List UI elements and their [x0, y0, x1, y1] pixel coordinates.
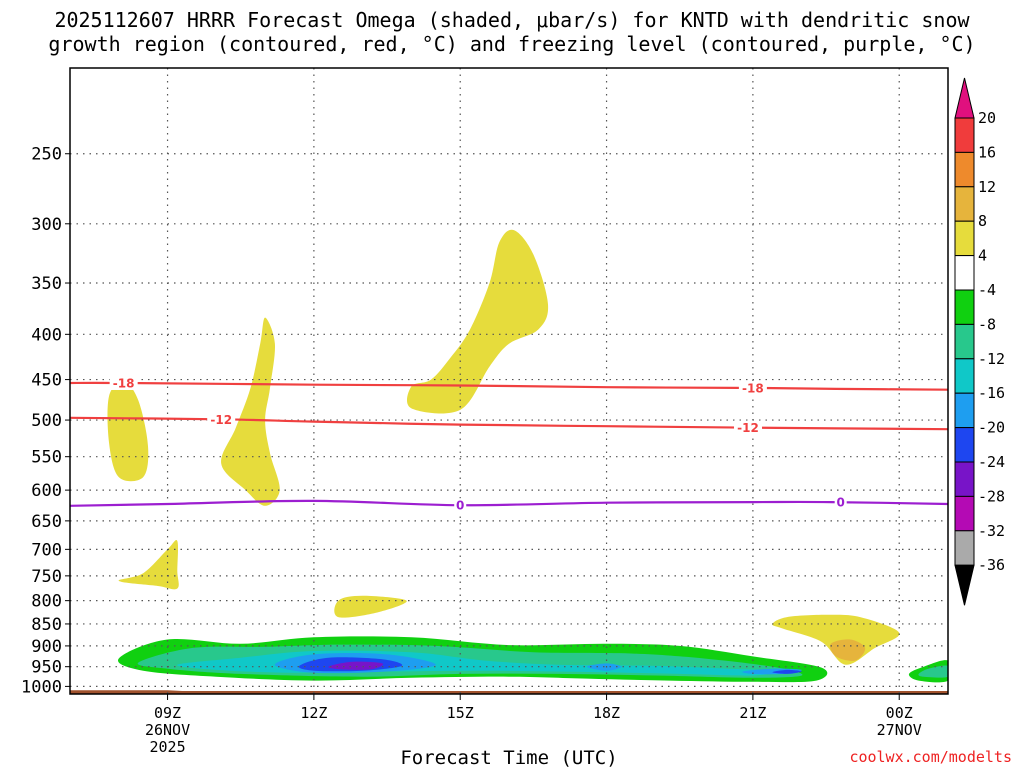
- colorbar: 20 16 12 8 4 -4 -8 -12 -16 -20 -24 -28 -32 -36: [954, 77, 1005, 606]
- contour-label-bg-dgz-minus12-1: [734, 420, 763, 435]
- x-tick-date-00Z: 27NOV: [877, 721, 922, 739]
- x-tick-label-18Z: 18Z: [593, 704, 620, 722]
- y-tick-label-600: 600: [31, 481, 62, 501]
- terrain-layer: [70, 690, 948, 694]
- x-tick-label-09Z: 09Z: [154, 704, 181, 722]
- colorbar-label-3: 8: [978, 212, 987, 230]
- y-axis: 2503003504004505005506006507007508008509…: [21, 145, 70, 697]
- y-tick-label-1000: 1000: [21, 677, 62, 697]
- y-tick-label-900: 900: [31, 637, 62, 657]
- x-tick-label-00Z: 00Z: [886, 704, 913, 722]
- colorbar-label-5: -4: [978, 281, 996, 299]
- omega-region-1: [221, 317, 280, 506]
- y-tick-label-750: 750: [31, 567, 62, 587]
- contour-label-freezing-level-0: 0: [456, 499, 464, 513]
- omega-region-5: [772, 614, 900, 665]
- colorbar-bin-10: [954, 461, 975, 497]
- colorbar-label-8: -16: [978, 384, 1005, 402]
- omega-region-0: [107, 381, 149, 482]
- contour-label-bg-dgz-minus12-0: [207, 412, 236, 427]
- colorbar-over-triangle: [954, 77, 975, 119]
- omega-region-17: [918, 665, 948, 678]
- colorbar-bin-0: [954, 117, 975, 153]
- colorbar-label-13: -36: [978, 556, 1005, 574]
- y-tick-label-300: 300: [31, 215, 62, 235]
- colorbar-bin-6: [954, 323, 975, 360]
- colorbar-label-7: -12: [978, 350, 1005, 368]
- y-tick-label-450: 450: [31, 371, 62, 391]
- y-tick-label-850: 850: [31, 615, 62, 635]
- colorbar-label-1: 16: [978, 143, 996, 161]
- y-tick-label-500: 500: [31, 411, 62, 431]
- contour-freezing-level: [70, 499, 948, 507]
- title-line-2: growth region (contoured, red, °C) and f…: [48, 32, 976, 56]
- contour-label-bg-freezing-level-0: [454, 498, 467, 513]
- colorbar-bin-7: [954, 358, 975, 394]
- contour-dgz-minus18: [70, 381, 948, 391]
- omega-region-6: [830, 639, 866, 661]
- colorbar-label-6: -8: [978, 315, 996, 333]
- omega-region-2: [406, 229, 549, 414]
- omega-region-15: [772, 669, 802, 674]
- contour-label-dgz-minus18-0: -18: [113, 376, 135, 390]
- y-tick-label-950: 950: [31, 658, 62, 678]
- y-tick-label-800: 800: [31, 592, 62, 612]
- omega-region-3: [118, 540, 179, 590]
- y-tick-label-350: 350: [31, 274, 62, 294]
- colorbar-bin-12: [954, 530, 975, 566]
- colorbar-bin-2: [954, 186, 975, 222]
- contour-label-dgz-minus12-1: -12: [737, 421, 759, 435]
- colorbar-bin-8: [954, 392, 975, 429]
- contour-label-bg-dgz-minus18-0: [109, 375, 138, 390]
- omega-region-12: [328, 661, 384, 670]
- omega-shading-layer: [107, 229, 948, 683]
- y-tick-label-250: 250: [31, 145, 62, 165]
- y-tick-label-650: 650: [31, 512, 62, 532]
- colorbar-label-9: -20: [978, 419, 1005, 437]
- contour-dgz-minus12: [70, 416, 948, 431]
- contour-label-dgz-minus12-0: -12: [210, 413, 232, 427]
- x-tick-label-12Z: 12Z: [300, 704, 327, 722]
- x-tick-date-09Z: 26NOV: [145, 721, 190, 739]
- contour-label-bg-freezing-level-1: [834, 495, 847, 510]
- credit-text: coolwx.com/modelts: [849, 748, 1012, 766]
- x-tick-year-09Z: 2025: [149, 738, 185, 756]
- colorbar-label-2: 12: [978, 178, 996, 196]
- title-line-1: 2025112607 HRRR Forecast Omega (shaded, …: [54, 8, 970, 32]
- x-tick-label-21Z: 21Z: [739, 704, 766, 722]
- colorbar-bin-11: [954, 495, 975, 532]
- colorbar-bin-9: [954, 427, 975, 463]
- y-tick-label-550: 550: [31, 448, 62, 468]
- grid-layer: [70, 68, 948, 694]
- colorbar-label-10: -24: [978, 453, 1005, 471]
- terrain-fill: [70, 690, 948, 694]
- colorbar-under-triangle: [954, 564, 975, 606]
- contour-label-dgz-minus18-1: -18: [742, 382, 764, 396]
- colorbar-bin-5: [954, 289, 975, 325]
- contour-label-freezing-level-1: 0: [837, 496, 845, 510]
- x-axis-label: Forecast Time (UTC): [400, 747, 617, 768]
- contour-label-bg-dgz-minus18-1: [738, 381, 767, 396]
- y-tick-label-700: 700: [31, 540, 62, 560]
- x-tick-label-15Z: 15Z: [447, 704, 474, 722]
- colorbar-label-11: -28: [978, 487, 1005, 505]
- colorbar-bin-4: [954, 255, 975, 291]
- omega-region-4: [334, 595, 407, 618]
- colorbar-label-0: 20: [978, 109, 996, 127]
- colorbar-label-4: 4: [978, 247, 987, 265]
- colorbar-bin-3: [954, 220, 975, 257]
- colorbar-label-12: -32: [978, 522, 1005, 540]
- plot-frame: [69, 67, 949, 695]
- y-tick-label-400: 400: [31, 325, 62, 345]
- colorbar-bin-1: [954, 151, 975, 188]
- contour-layer: -18 -18 -12 -12 0 0: [70, 375, 948, 513]
- chart-title: 2025112607 HRRR Forecast Omega (shaded, …: [0, 8, 1024, 56]
